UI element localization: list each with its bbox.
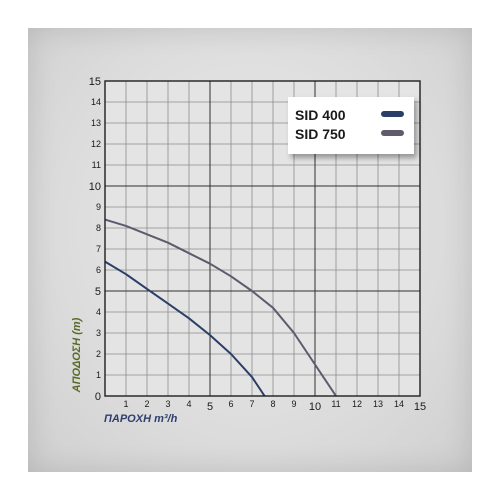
y-tick-label: 13 — [91, 118, 101, 128]
y-tick-label: 15 — [89, 76, 101, 88]
x-tick-label: 1 — [123, 399, 128, 409]
tick-labels: 1 2 3 4 5 6 7 8 9 10 11 12 13 14 150123456789101112131… — [89, 76, 426, 413]
x-tick-label: 4 — [186, 399, 191, 409]
y-tick-label: 10 — [89, 181, 101, 193]
y-tick-label: 1 — [96, 370, 101, 380]
y-tick-label: 3 — [96, 328, 101, 338]
y-tick-label: 7 — [96, 244, 101, 254]
y-tick-label: 9 — [96, 202, 101, 212]
legend-label-1: SID 400 — [295, 107, 346, 123]
plot-frame — [104, 80, 421, 397]
x-tick-label: 5 — [207, 401, 213, 413]
legend-label-2: SID 750 — [295, 126, 346, 142]
series-line-1 — [104, 260, 266, 397]
x-axis-label: ΠΑΡΟΧΗ m³/h — [104, 413, 178, 425]
x-tick-label: 6 — [228, 399, 233, 409]
x-tick-label: 2 — [144, 399, 149, 409]
axes — [104, 80, 421, 397]
y-tick-label: 12 — [91, 139, 101, 149]
y-tick-label: 8 — [96, 223, 101, 233]
x-tick-label: 13 — [373, 399, 383, 409]
y-tick-label: 14 — [91, 97, 101, 107]
x-tick-label: 14 — [394, 399, 404, 409]
legend-box — [288, 97, 414, 154]
x-tick-label: 9 — [291, 399, 296, 409]
x-tick-label: 3 — [165, 399, 170, 409]
y-tick-label: 6 — [96, 265, 101, 275]
y-tick-label: 5 — [95, 286, 101, 298]
series-layer — [104, 218, 337, 397]
series-line-2 — [104, 218, 337, 397]
x-tick-label: 15 — [414, 401, 426, 413]
y-tick-label: 11 — [92, 160, 101, 170]
y-tick-label: 0 — [95, 391, 101, 403]
x-tick-label: 10 — [309, 401, 321, 413]
x-tick-label: 12 — [352, 399, 362, 409]
legend: SID 400 SID 750 — [288, 97, 414, 154]
y-tick-label: 2 — [96, 349, 101, 359]
x-tick-label: 7 — [249, 399, 254, 409]
x-tick-label: 8 — [270, 399, 275, 409]
y-axis-label: ΑΠΟΔΟΣΗ (m) — [71, 317, 83, 393]
x-tick-label: 11 — [331, 399, 340, 409]
y-tick-label: 4 — [96, 307, 101, 317]
